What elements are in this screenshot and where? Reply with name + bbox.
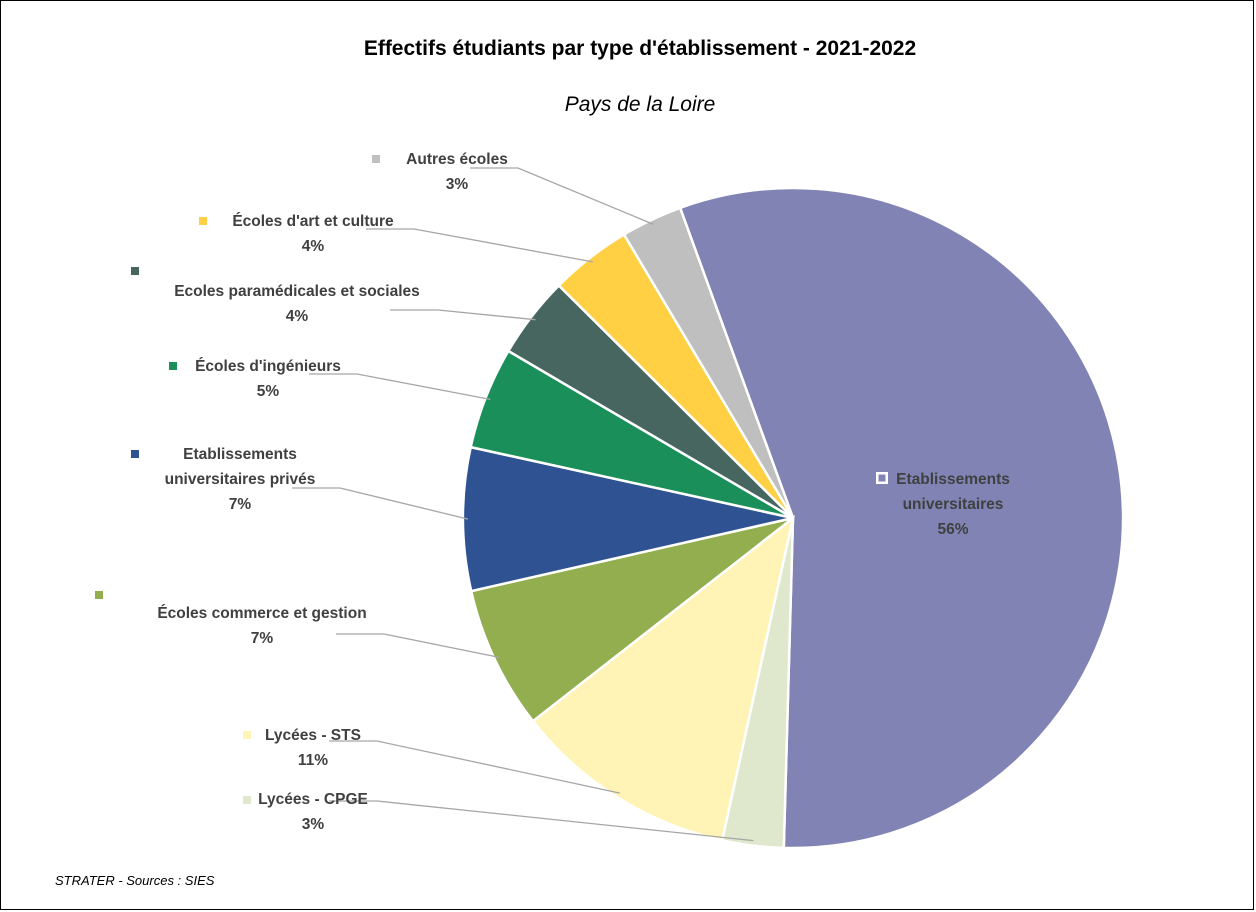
legend-key-cpge xyxy=(243,796,251,804)
slice-label-univ: Etablissements xyxy=(896,471,1010,488)
legend-key-ingenieurs xyxy=(169,362,177,370)
slice-label-art: Écoles d'art et culture xyxy=(232,213,394,230)
chart-subtitle: Pays de la Loire xyxy=(565,93,716,116)
slice-labels: Etablissements universitaires 56% Lycées - … xyxy=(95,151,1010,833)
slice-label-ingenieurs: Écoles d'ingénieurs xyxy=(195,358,341,375)
leader-line-cpge xyxy=(329,800,754,842)
leader-line-paramed xyxy=(390,309,536,321)
slice-value-commerce: 7% xyxy=(251,630,274,647)
leader-line-univ_prives xyxy=(292,487,469,520)
slice-value-art: 4% xyxy=(302,238,325,255)
pie-slice-univ xyxy=(678,186,1125,850)
leader-line-sts xyxy=(329,740,620,794)
slice-value-cpge: 3% xyxy=(302,816,325,833)
leader-line-commerce xyxy=(336,633,500,659)
slice-value-sts: 11% xyxy=(298,752,328,769)
pie-slice-commerce xyxy=(469,516,794,723)
slice-label-commerce: Écoles commerce et gestion xyxy=(157,605,366,622)
slice-label-univ_prives: Etablissements xyxy=(183,446,297,463)
legend-key-paramed xyxy=(131,267,139,275)
chart-title: Effectifs étudiants par type d'établisse… xyxy=(364,37,916,60)
slice-label-univ_prives: universitaires privés xyxy=(165,471,316,488)
slice-value-autres: 3% xyxy=(446,176,469,193)
leader-lines xyxy=(292,167,754,842)
legend-key-sts xyxy=(243,731,251,739)
slice-label-univ: universitaires xyxy=(903,496,1004,513)
legend-key-univ_prives xyxy=(131,450,139,458)
pie-slice-autres xyxy=(622,206,795,519)
slice-label-paramed: Ecoles paramédicales et sociales xyxy=(174,283,420,300)
legend-key-art xyxy=(199,217,207,225)
leader-line-autres xyxy=(470,167,654,226)
slice-label-cpge: Lycées - CPGE xyxy=(258,791,368,808)
slice-value-paramed: 4% xyxy=(286,308,309,325)
slice-value-ingenieurs: 5% xyxy=(257,383,280,400)
chart-source: STRATER - Sources : SIES xyxy=(55,873,215,888)
pie-slice-univ_prives xyxy=(461,445,794,593)
slice-value-univ_prives: 7% xyxy=(229,496,252,513)
legend-key-commerce xyxy=(95,591,103,599)
leader-line-art xyxy=(366,228,594,263)
slice-label-sts: Lycées - STS xyxy=(265,727,361,744)
slice-value-univ: 56% xyxy=(937,521,968,538)
slice-label-autres: Autres écoles xyxy=(406,151,508,168)
legend-key-fill-univ xyxy=(878,474,886,482)
leader-line-ingenieurs xyxy=(309,373,491,401)
pie-slices xyxy=(461,186,1125,850)
legend-key-autres xyxy=(372,155,380,163)
